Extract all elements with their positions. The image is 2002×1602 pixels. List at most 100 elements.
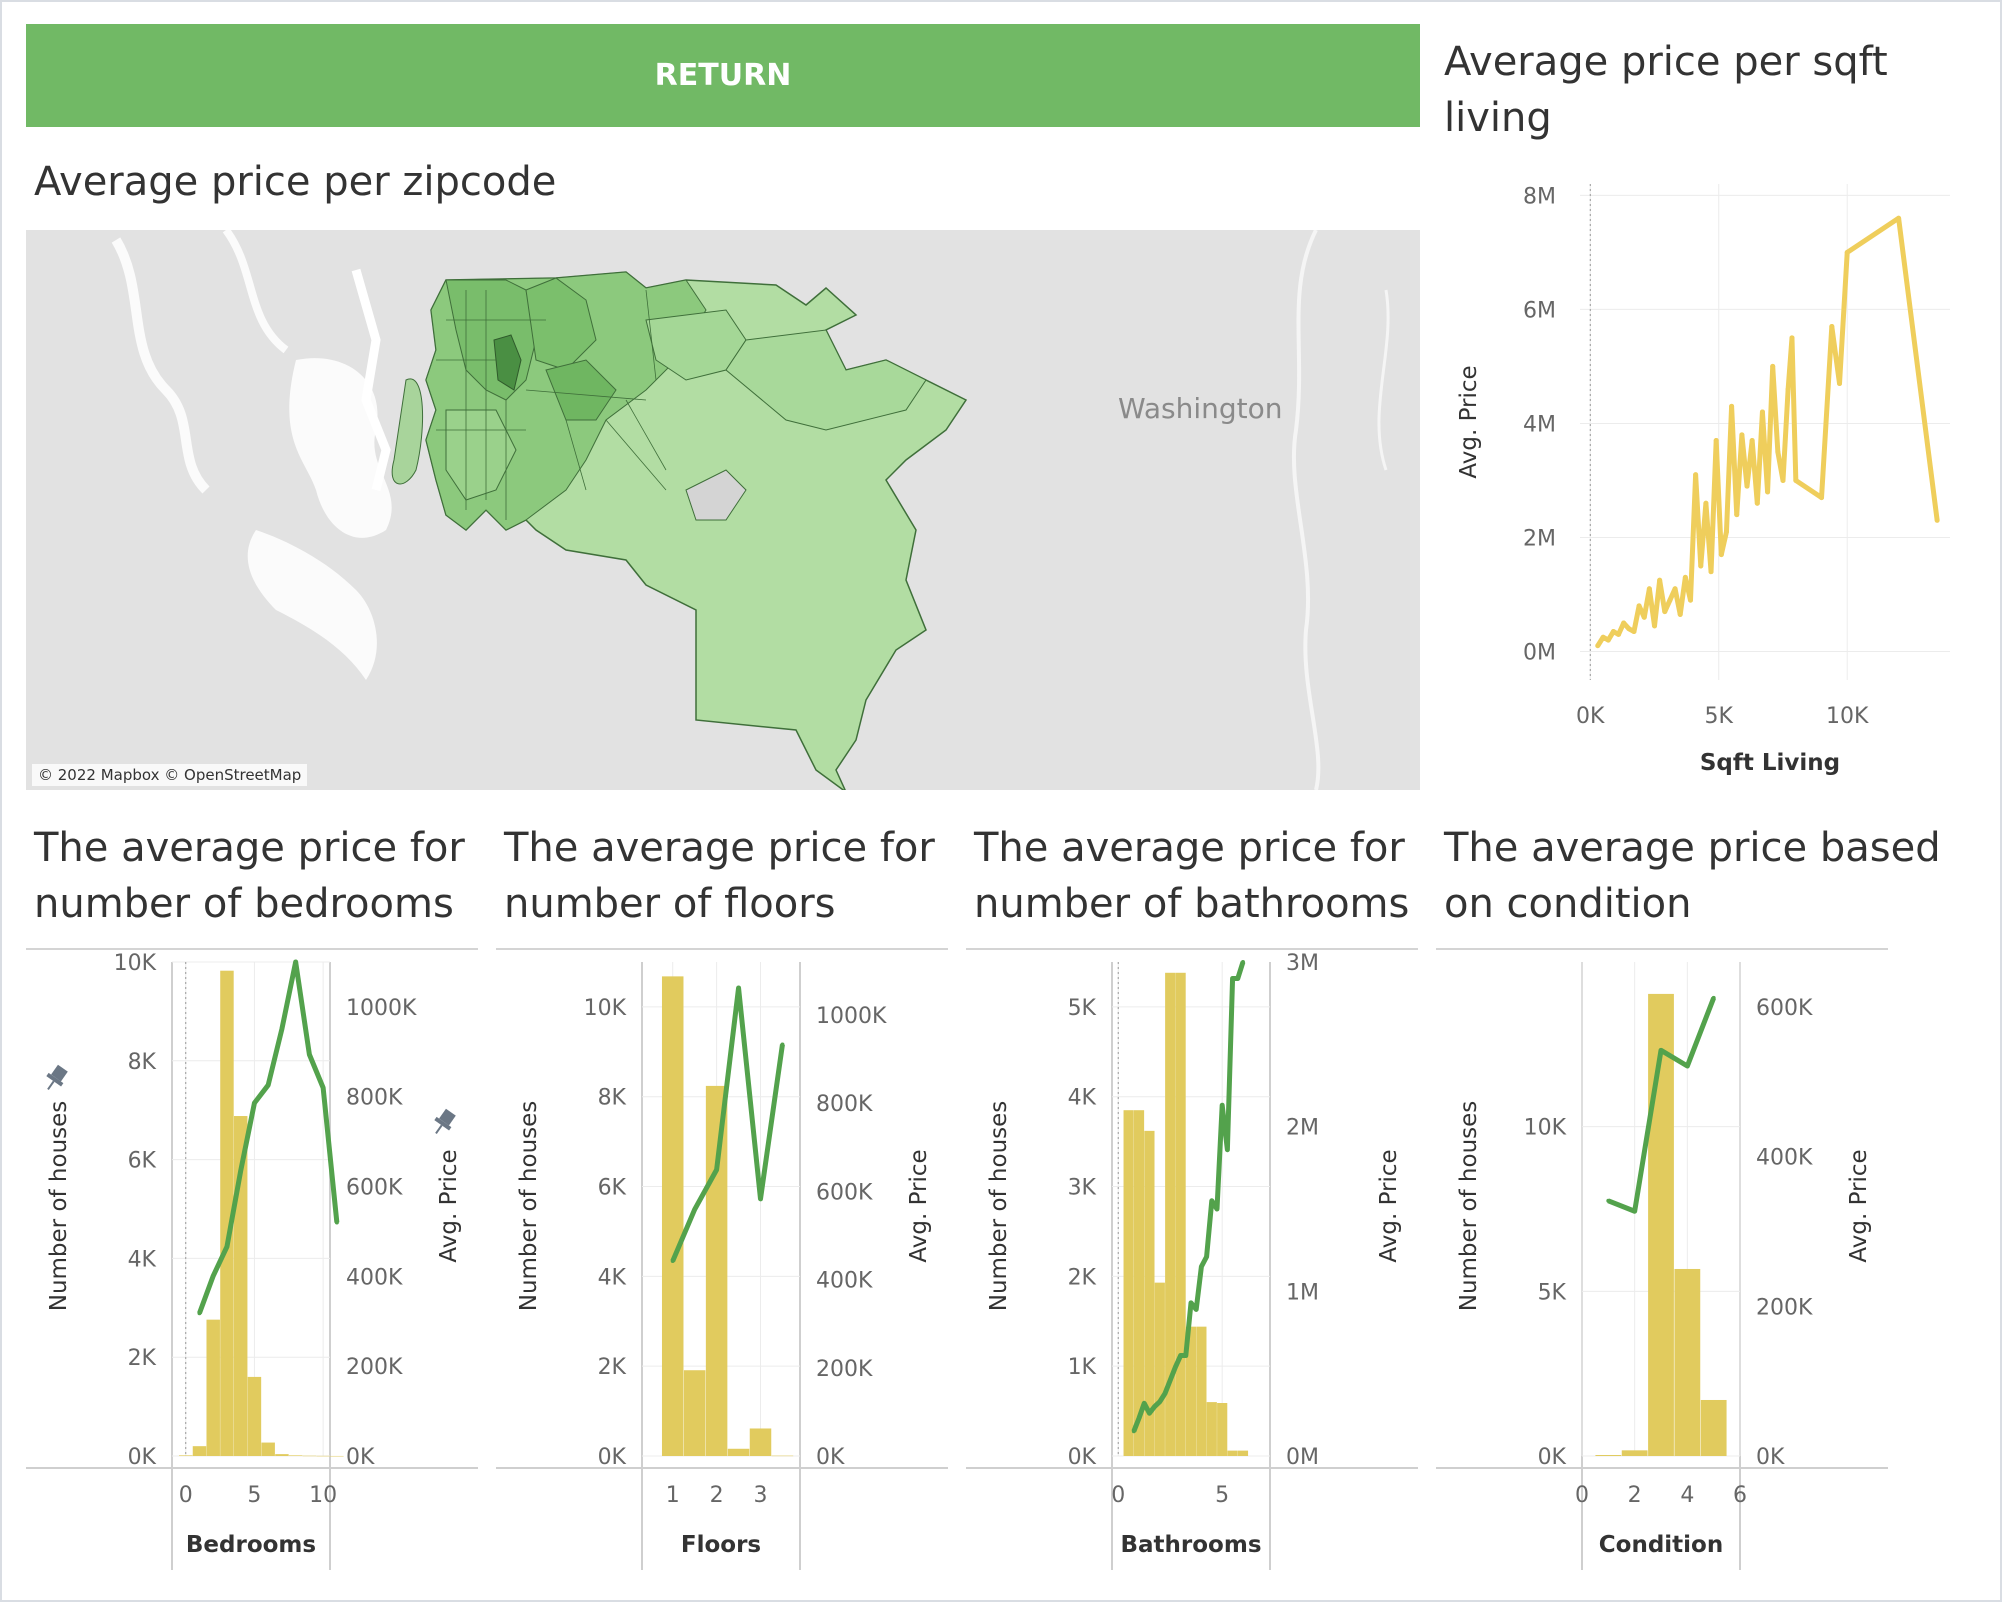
sqft-point xyxy=(1657,577,1663,583)
floors-y1-tick: 10K xyxy=(584,996,627,1021)
floors-y2-tick: 200K xyxy=(816,1357,873,1382)
sqft-point xyxy=(1636,603,1642,609)
bathrooms-price-point xyxy=(1209,1198,1214,1203)
floors-x-axis-label: Floors xyxy=(681,1532,761,1558)
bathrooms-bar xyxy=(1165,972,1176,1456)
bedrooms-bar xyxy=(220,970,234,1456)
bedrooms-y2-tick: 800K xyxy=(346,1086,403,1111)
bathrooms-y1-tick: 4K xyxy=(1068,1086,1097,1111)
condition-y2-axis-label: Avg. Price xyxy=(1846,1149,1872,1262)
sqft-y-tick: 0M xyxy=(1523,640,1556,665)
condition-bar xyxy=(1700,1399,1727,1456)
sqft-y-tick: 6M xyxy=(1523,298,1556,323)
condition-chart-title: The average price based on condition xyxy=(1444,825,1941,927)
bedrooms-chart[interactable]: 0K 2K 4K 6K 8K 10K 0K 200K 400K 600K 800K 1000K 0 5 10… xyxy=(26,946,478,1576)
floors-y2-tick: 800K xyxy=(816,1092,873,1117)
floors-chart[interactable]: 0K 2K 4K 6K 8K 10K 0K 200K 400K 600K 800K 1000K 1 2 3 F… xyxy=(496,946,948,1576)
bathrooms-price-point xyxy=(1152,1404,1157,1409)
sqft-point xyxy=(1621,620,1627,626)
sqft-point xyxy=(1754,500,1760,506)
pin-icon[interactable] xyxy=(429,1107,459,1139)
condition-price-point xyxy=(1685,1064,1690,1069)
floors-price-point xyxy=(736,986,741,991)
bathrooms-price-point xyxy=(1142,1401,1147,1406)
bathrooms-y1-tick: 0K xyxy=(1068,1445,1097,1470)
lake-youngs xyxy=(685,469,747,521)
sqft-point xyxy=(1682,574,1688,580)
bathrooms-price-point xyxy=(1214,1207,1219,1211)
condition-y1-tick: 10K xyxy=(1524,1116,1567,1141)
sqft-point xyxy=(1616,631,1622,637)
water-hood-canal xyxy=(111,237,210,494)
pin-icon[interactable] xyxy=(41,1063,71,1095)
bathrooms-y1-axis-label: Number of houses xyxy=(986,1101,1012,1312)
sqft-point xyxy=(1829,324,1835,330)
sqft-point xyxy=(1770,363,1776,369)
floors-price-point xyxy=(758,1196,763,1201)
sqft-x-tick: 0K xyxy=(1576,704,1605,729)
river-2 xyxy=(1377,289,1390,471)
map-attribution[interactable]: © 2022 Mapbox © OpenStreetMap xyxy=(32,764,308,786)
bedrooms-y1-tick: 4K xyxy=(128,1247,157,1272)
sqft-point xyxy=(1703,500,1709,506)
bedrooms-y2-tick: 0K xyxy=(346,1445,375,1470)
condition-chart[interactable]: 0K 5K 10K 0K 200K 400K 600K 0 2 4 6 Condition Number… xyxy=(1436,946,1888,1576)
sqft-point xyxy=(1677,611,1683,617)
floors-x-tick: 1 xyxy=(666,1483,680,1508)
return-button[interactable]: RETURN xyxy=(26,24,1420,127)
condition-bar xyxy=(1621,1450,1648,1456)
bedrooms-price-point xyxy=(238,1168,243,1173)
sqft-point xyxy=(1765,489,1771,495)
bathrooms-price-point xyxy=(1131,1429,1136,1434)
zip-vashon[interactable] xyxy=(391,378,424,485)
bathrooms-bar xyxy=(1133,1110,1145,1456)
sqft-point xyxy=(1631,629,1637,635)
sqft-point xyxy=(1785,386,1791,392)
bedrooms-bar xyxy=(179,1455,193,1456)
sqft-point xyxy=(1718,552,1724,558)
sqft-point xyxy=(1934,517,1940,523)
zip-region-south-seattle[interactable] xyxy=(445,409,517,501)
floors-x-tick: 2 xyxy=(710,1483,724,1508)
sqft-chart-title: Average price per sqft living xyxy=(1444,39,1888,141)
sqft-point xyxy=(1713,438,1719,444)
floors-x-tick: 3 xyxy=(754,1483,768,1508)
bathrooms-x-axis-label: Bathrooms xyxy=(1120,1532,1261,1558)
bathrooms-chart[interactable]: 0K 1K 2K 3K 4K 5K 0M 1M 2M 3M 0 5 Bathrooms Number of… xyxy=(966,946,1418,1576)
bathrooms-price-point xyxy=(1189,1300,1193,1305)
bedrooms-chart-title: The average price for number of bedrooms xyxy=(34,825,465,927)
condition-bar xyxy=(1595,1455,1622,1456)
bathrooms-price-point xyxy=(1240,960,1245,964)
floors-y1-tick: 8K xyxy=(598,1086,627,1111)
sqft-price-line xyxy=(1595,215,1940,648)
sqft-x-tick: 10K xyxy=(1826,704,1869,729)
condition-x-tick: 4 xyxy=(1680,1483,1694,1508)
sqft-chart[interactable]: 0M 2M 4M 6M 8M 0K 5K 10K Sqft Living Avg. Price xyxy=(1440,160,1980,790)
sqft-point xyxy=(1698,563,1704,569)
condition-bar xyxy=(1674,1268,1701,1456)
sqft-point xyxy=(1605,637,1611,643)
sqft-point xyxy=(1595,643,1601,649)
zip-region-bellevue[interactable] xyxy=(545,359,617,421)
bathrooms-chart-title: The average price for number of bathroom… xyxy=(974,825,1410,927)
bathrooms-y2-axis-label: Avg. Price xyxy=(1376,1149,1402,1262)
zip-region-north-bend[interactable] xyxy=(725,329,927,431)
bedrooms-y2-tick: 200K xyxy=(346,1355,403,1380)
pin-icon-needle xyxy=(47,1080,55,1091)
zip-highest-price[interactable] xyxy=(493,334,522,391)
zip-region-eastside[interactable] xyxy=(525,277,597,371)
map-svg xyxy=(26,230,1420,790)
condition-price-point xyxy=(1711,995,1716,1000)
bedrooms-y2-tick: 600K xyxy=(346,1176,403,1201)
zipcode-map[interactable]: Washington © 2022 Mapbox © OpenStreetMap xyxy=(26,230,1420,790)
bedrooms-y1-tick: 8K xyxy=(128,1050,157,1075)
floors-y2-tick: 0K xyxy=(816,1445,845,1470)
sqft-point xyxy=(1708,569,1714,575)
bedrooms-price-point xyxy=(252,1101,257,1106)
floors-y1-tick: 6K xyxy=(598,1176,627,1201)
condition-y2-tick: 400K xyxy=(1756,1146,1813,1171)
bathrooms-bar xyxy=(1196,1326,1207,1456)
bathrooms-price-point xyxy=(1230,976,1235,981)
bathrooms-price-point xyxy=(1173,1365,1178,1370)
